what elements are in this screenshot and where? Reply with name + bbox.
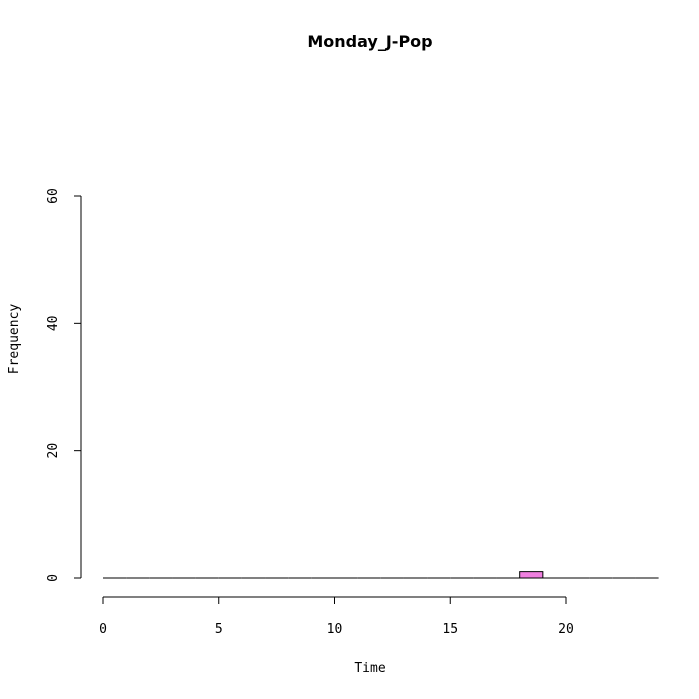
x-tick-label: 15 <box>442 622 458 637</box>
x-tick-label: 5 <box>215 622 223 637</box>
chart-title: Monday_J-Pop <box>307 32 432 51</box>
y-axis: 0 20 40 60 <box>46 188 82 582</box>
x-tick-label: 0 <box>99 622 107 637</box>
y-tick-label: 0 <box>46 574 61 582</box>
plot-bars <box>103 571 659 579</box>
y-axis-label: Frequency <box>7 304 22 375</box>
x-axis: 0 5 10 15 20 <box>99 596 574 637</box>
x-axis-label: Time <box>354 661 385 676</box>
x-tick-label: 20 <box>558 622 574 637</box>
y-tick-label: 20 <box>46 443 61 459</box>
y-tick-label: 40 <box>46 316 61 332</box>
x-tick-label: 10 <box>327 622 343 637</box>
y-tick-label: 60 <box>46 188 61 204</box>
histogram-bar <box>519 571 544 579</box>
